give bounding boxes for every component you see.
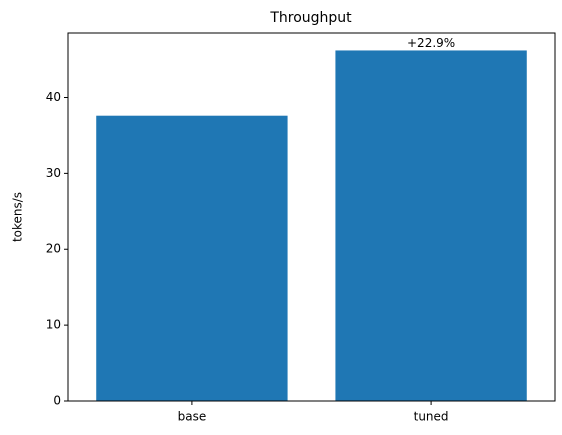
y-axis-label: tokens/s: [11, 192, 25, 242]
bar: [96, 115, 288, 402]
x-tick-label: tuned: [414, 410, 449, 424]
y-tick-label: 40: [46, 90, 61, 104]
chart-title: Throughput: [269, 10, 352, 26]
y-tick-label: 30: [46, 166, 61, 180]
bar: [335, 50, 527, 402]
y-tick-label: 10: [46, 318, 61, 332]
plot-frame: [67, 32, 556, 402]
y-tick-label: 0: [53, 394, 61, 408]
annotation: +22.9%: [407, 36, 455, 50]
y-tick-label: 20: [46, 242, 61, 256]
x-tick-label: base: [178, 410, 207, 424]
